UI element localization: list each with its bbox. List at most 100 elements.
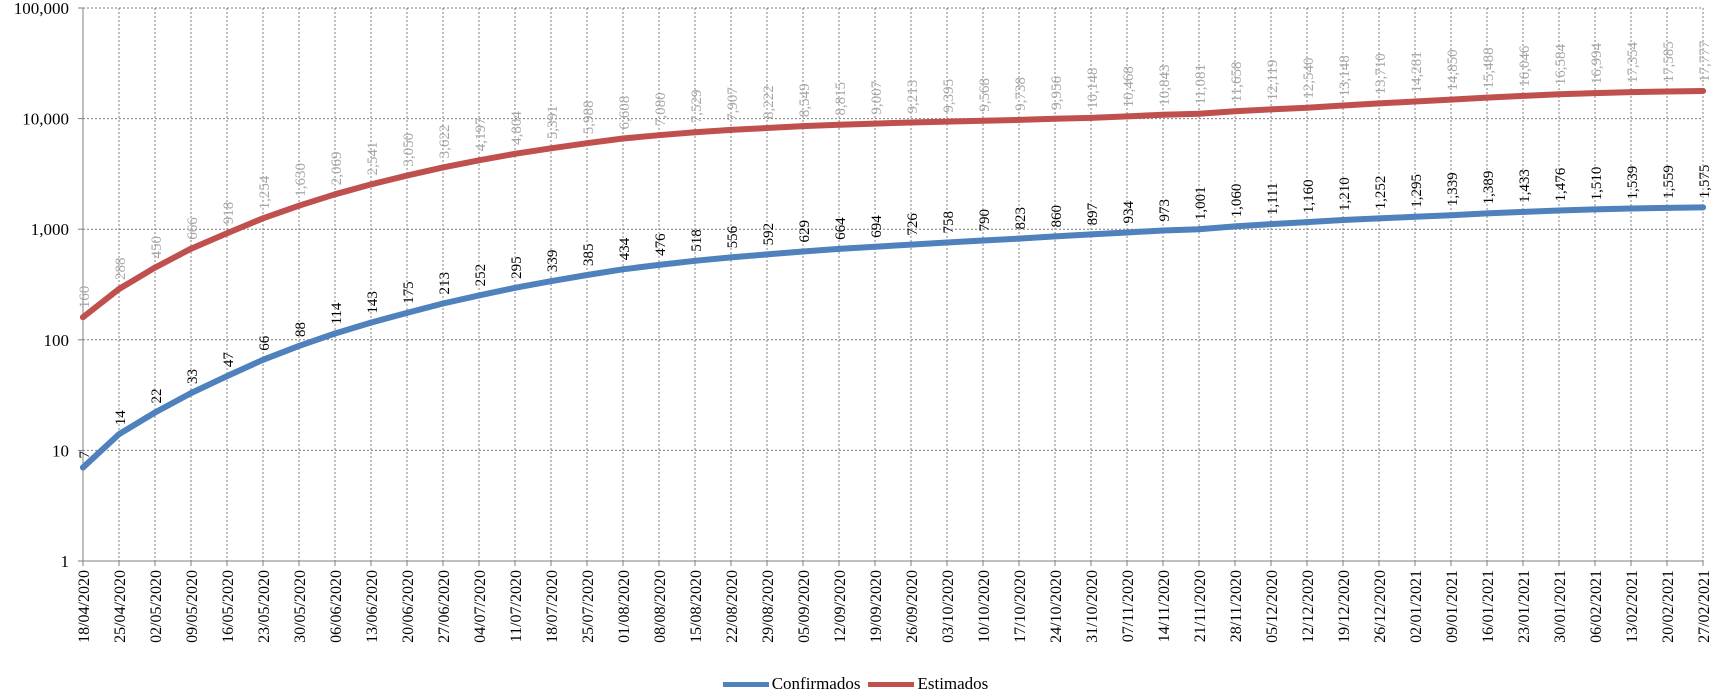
legend-item-confirmados: Confirmados — [722, 674, 861, 694]
data-point-estimados — [368, 181, 374, 188]
data-point-estimados — [1268, 106, 1274, 113]
data-point-estimados — [1412, 98, 1418, 105]
legend-label-confirmados: Confirmados — [771, 674, 861, 693]
y-tick-label: 10,000 — [22, 110, 69, 129]
data-label-confirmados: 1,339 — [1445, 172, 1461, 206]
x-tick-label: 27/06/2020 — [436, 570, 453, 643]
data-point-estimados — [332, 191, 338, 198]
data-label-confirmados: 823 — [1013, 207, 1029, 230]
data-label-estimados: 918 — [221, 202, 237, 225]
data-label-confirmados: 726 — [905, 213, 921, 236]
data-label-estimados: 14,850 — [1445, 49, 1461, 90]
data-point-estimados — [1016, 116, 1022, 123]
data-point-estimados — [1232, 108, 1238, 115]
data-point-estimados — [584, 140, 590, 147]
x-tick-label: 02/01/2021 — [1408, 570, 1425, 643]
data-labels: 7 14 22 33 47 66 88 114 143 175 213 252 295 339 385 434… — [77, 40, 1711, 458]
data-point-confirmados — [728, 254, 734, 261]
x-tick-label: 28/11/2020 — [1228, 570, 1245, 642]
data-point-estimados — [1556, 91, 1562, 98]
x-tick-label: 08/08/2020 — [652, 570, 669, 643]
data-point-estimados — [224, 230, 230, 237]
data-point-confirmados — [1088, 231, 1094, 238]
data-point-estimados — [476, 157, 482, 164]
data-point-confirmados — [296, 342, 302, 349]
data-point-confirmados — [260, 356, 266, 363]
data-label-estimados: 1,630 — [293, 163, 309, 197]
data-point-confirmados — [620, 266, 626, 273]
x-tick-label: 06/02/2021 — [1588, 570, 1605, 643]
x-tick-label: 31/10/2020 — [1084, 570, 1101, 643]
data-label-estimados: 10,148 — [1085, 68, 1101, 109]
data-label-confirmados: 664 — [833, 217, 849, 240]
data-label-confirmados: 1,539 — [1625, 166, 1641, 200]
data-point-confirmados — [692, 257, 698, 264]
data-label-confirmados: 1,389 — [1481, 171, 1497, 205]
data-point-confirmados — [1628, 205, 1634, 212]
data-point-estimados — [1160, 111, 1166, 118]
data-point-confirmados — [476, 292, 482, 299]
data-label-estimados: 9,395 — [941, 79, 957, 113]
data-label-confirmados: 33 — [185, 369, 201, 384]
x-tick-label: 16/01/2021 — [1480, 570, 1497, 643]
x-tick-label: 25/07/2020 — [580, 570, 597, 643]
x-tick-label: 21/11/2020 — [1192, 570, 1209, 642]
data-label-estimados: 12,119 — [1265, 60, 1281, 101]
legend-swatch-estimados — [868, 681, 915, 687]
data-label-confirmados: 860 — [1049, 205, 1065, 228]
data-label-confirmados: 339 — [545, 250, 561, 273]
data-label-estimados: 3,622 — [437, 125, 453, 159]
data-label-estimados: 8,549 — [797, 83, 813, 117]
data-label-estimados: 17,585 — [1661, 41, 1677, 82]
data-label-estimados: 666 — [185, 217, 201, 240]
series-line-confirmados — [80, 204, 1706, 471]
data-point-estimados — [1664, 88, 1670, 95]
x-tick-label: 06/06/2020 — [328, 570, 345, 643]
axes — [78, 7, 1704, 566]
data-label-confirmados: 556 — [725, 225, 741, 248]
data-label-estimados: 160 — [77, 286, 93, 309]
data-point-confirmados — [1268, 221, 1274, 228]
x-tick-label: 17/10/2020 — [1012, 570, 1029, 643]
data-label-confirmados: 7 — [77, 451, 93, 459]
data-point-confirmados — [1412, 213, 1418, 220]
x-tick-label: 25/04/2020 — [112, 570, 129, 643]
data-label-confirmados: 1,559 — [1661, 165, 1677, 199]
data-point-confirmados — [872, 243, 878, 250]
data-point-estimados — [1304, 104, 1310, 111]
data-label-confirmados: 22 — [149, 389, 165, 404]
data-label-estimados: 7,907 — [725, 87, 741, 121]
x-tick-labels: 18/04/2020 25/04/2020 02/05/2020 09/05/2020… — [76, 570, 1711, 643]
data-point-estimados — [1196, 110, 1202, 117]
data-point-estimados — [296, 202, 302, 209]
data-point-estimados — [764, 125, 770, 132]
data-point-estimados — [656, 132, 662, 139]
data-label-estimados: 3,050 — [401, 133, 417, 167]
data-point-confirmados — [1232, 223, 1238, 230]
data-point-confirmados — [764, 251, 770, 258]
data-label-confirmados: 1,111 — [1265, 183, 1281, 216]
data-label-estimados: 11,081 — [1193, 64, 1209, 105]
data-label-estimados: 9,568 — [977, 78, 993, 112]
y-tick-label: 100 — [44, 331, 70, 350]
data-point-estimados — [728, 126, 734, 133]
data-label-confirmados: 66 — [257, 335, 273, 351]
data-point-confirmados — [656, 261, 662, 268]
data-point-confirmados — [512, 284, 518, 291]
data-point-estimados — [1124, 113, 1130, 120]
data-point-confirmados — [1196, 226, 1202, 233]
y-tick-label: 10 — [52, 441, 69, 460]
x-tick-label: 14/11/2020 — [1156, 570, 1173, 642]
data-label-confirmados: 1,433 — [1517, 169, 1533, 203]
x-tick-label: 26/09/2020 — [904, 570, 921, 643]
x-tick-label: 09/05/2020 — [184, 570, 201, 643]
x-tick-label: 18/07/2020 — [544, 570, 561, 643]
data-point-estimados — [836, 121, 842, 128]
data-label-confirmados: 385 — [581, 244, 597, 267]
data-label-estimados: 5,988 — [581, 100, 597, 134]
y-tick-label: 100,000 — [14, 0, 69, 18]
data-label-estimados: 10,843 — [1157, 64, 1173, 105]
data-label-confirmados: 694 — [869, 215, 885, 238]
series-lines — [80, 87, 1706, 471]
data-label-estimados: 288 — [113, 257, 129, 280]
